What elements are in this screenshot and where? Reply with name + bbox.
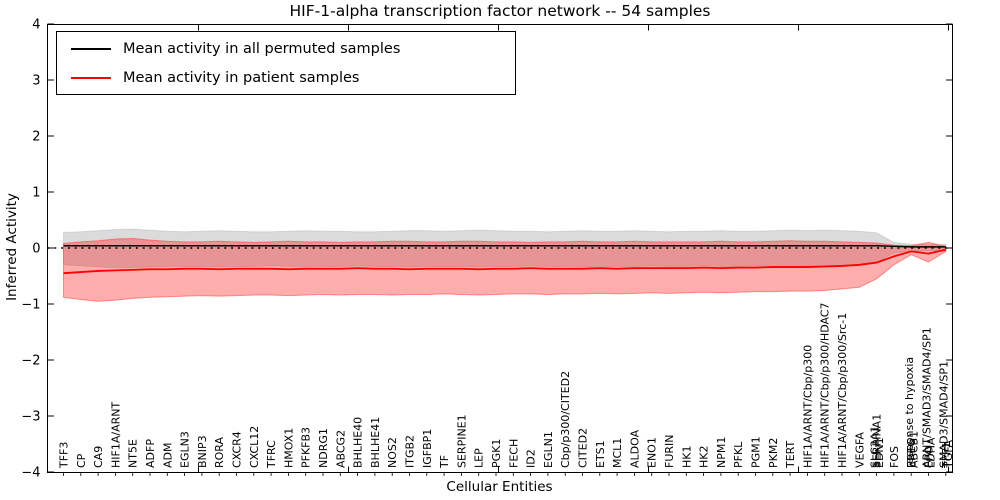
x-entity-label-overlapping: ABCB1: [907, 431, 920, 468]
legend-label-permuted: Mean activity in all permuted samples: [123, 40, 401, 57]
x-entity-label: PFKFB3: [300, 427, 313, 468]
x-entity-label: ENO1: [646, 437, 659, 468]
x-entity-label: TFRC: [265, 440, 278, 469]
x-entity-label: ID2: [525, 449, 538, 468]
x-entity-label-overlapping: TGFA: [942, 439, 955, 469]
x-entity-label: ADM: [161, 443, 174, 469]
patient-mean-line: [63, 248, 946, 275]
x-entity-label: VEGFA: [853, 432, 866, 468]
x-entity-label: FURIN: [663, 435, 676, 469]
x-entity-label: Cbp/p300/CITED2: [559, 371, 572, 468]
plot-frame: [47, 24, 953, 473]
legend-item-patient: Mean activity in patient samples: [57, 65, 515, 91]
legend-line-sample-permuted: [71, 47, 111, 50]
x-entity-label: CA9: [92, 446, 105, 468]
x-entity-label: MCL1: [611, 438, 624, 468]
x-entity-label: CP: [75, 453, 88, 468]
x-entity-label: HIF1A/ARNT/Cbp/p300/HDAC7: [819, 303, 832, 469]
x-entity-label: FECH: [507, 439, 520, 468]
x-entity-label: EGLN3: [179, 431, 192, 468]
x-entity-label: HK2: [698, 446, 711, 468]
y-tick-label: 3: [32, 74, 40, 89]
x-entity-label-overlapping: TFF1: [940, 442, 953, 469]
x-entity-label: CXCR4: [231, 431, 244, 468]
x-entity-label-overlapping: EPO: [923, 445, 936, 468]
x-entity-label: PGM1: [750, 436, 763, 468]
x-entity-label-overlapping: EREG: [905, 438, 918, 468]
x-entity-label: NOS2: [386, 437, 399, 468]
y-tick-label: 1: [32, 186, 40, 201]
x-entity-label: ADFP: [144, 439, 157, 468]
x-entity-label: HIF1A/ARNT: [109, 402, 122, 468]
x-entity-label-overlapping: response to hypoxia: [903, 357, 916, 468]
y-tick-label: 4: [32, 18, 40, 33]
legend-label-patient: Mean activity in patient samples: [123, 69, 360, 86]
x-entity-label: PKM2: [767, 438, 780, 468]
x-entity-label: CXCL12: [248, 426, 261, 468]
x-entity-label: ITGB2: [404, 435, 417, 468]
y-axis-label: Inferred Activity: [4, 193, 20, 301]
patient-band: [63, 237, 947, 302]
chart-title: HIF-1-alpha transcription factor network…: [289, 2, 711, 20]
x-entity-label: PFKL: [732, 441, 745, 468]
x-entity-label-overlapping: ARNT/SMAD3/SMAD4/SP1: [920, 327, 933, 468]
x-axis-label: Cellular Entities: [446, 479, 553, 495]
x-entity-label: ALDOA: [628, 429, 641, 468]
x-entity-label: TERT: [784, 440, 797, 469]
x-entity-label: RORA: [213, 437, 226, 468]
x-entity-label: CITED2: [577, 428, 590, 468]
x-entity-label: NT5E: [127, 439, 140, 468]
x-entity-label: EGLN1: [542, 431, 555, 468]
x-entity-label: HK1: [680, 446, 693, 468]
x-entity-label: LEP: [473, 448, 486, 468]
y-tick-label: −1: [21, 298, 40, 313]
x-entity-label: IGFBP1: [421, 429, 434, 468]
x-entity-label: NDRG1: [317, 428, 330, 468]
x-entity-label: HIF1A/ARNT/Cbp/p300/Src-1: [836, 313, 849, 468]
x-entity-label: PGK1: [490, 439, 503, 468]
legend-item-permuted: Mean activity in all permuted samples: [57, 36, 515, 62]
permuted-mean-line: [63, 245, 946, 248]
x-entity-label: TFF3: [58, 442, 71, 469]
y-tick-label: −3: [21, 410, 40, 425]
x-entity-label: TF: [438, 455, 451, 469]
x-entity-label-overlapping: LDHA: [925, 437, 938, 468]
x-entity-label-overlapping: SERPINA1: [871, 414, 884, 468]
x-entity-label-overlapping: SMAD3/SMAD4/SP1: [938, 361, 951, 468]
y-tick-label: −2: [21, 354, 40, 369]
x-entity-label: SERPINE1: [455, 414, 468, 468]
x-entity-label: BHLHE41: [369, 417, 382, 468]
y-tick-label: 2: [32, 130, 40, 145]
x-entity-label-overlapping: EDN1: [873, 437, 886, 468]
x-entity-label-overlapping: SLC2A1: [868, 426, 881, 468]
x-entity-label: ETS1: [594, 440, 607, 468]
legend: Mean activity in all permuted samples Me…: [56, 31, 516, 95]
x-entity-label: NPM1: [715, 437, 728, 468]
x-entity-label: BNIP3: [196, 435, 209, 468]
legend-line-sample-patient: [71, 76, 111, 79]
x-entity-label: BHLHE40: [352, 417, 365, 468]
x-entity-label: HMOX1: [282, 428, 295, 468]
y-tick-label: −4: [21, 466, 40, 481]
x-entity-label: ABCG2: [334, 430, 347, 468]
x-entity-label: FOS: [888, 446, 901, 468]
y-tick-label: 0: [32, 242, 40, 257]
x-entity-label: HIF1A/ARNT/Cbp/p300: [801, 345, 814, 468]
